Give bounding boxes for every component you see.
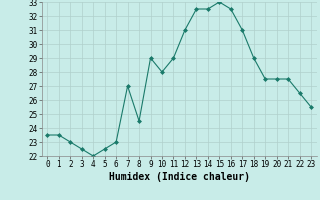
X-axis label: Humidex (Indice chaleur): Humidex (Indice chaleur) <box>109 172 250 182</box>
